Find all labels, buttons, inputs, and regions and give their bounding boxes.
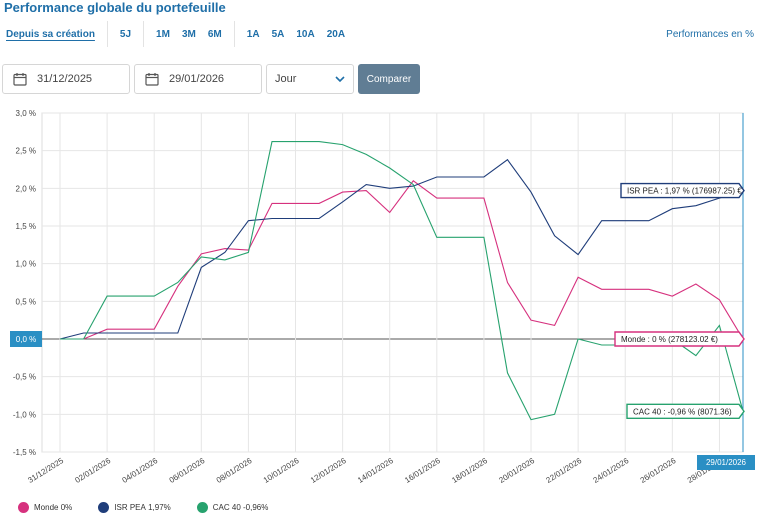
legend-swatch [18, 502, 29, 513]
x-tick-label: 02/01/2026 [73, 456, 112, 485]
x-tick-label: 22/01/2026 [544, 456, 583, 485]
x-tick-label: 31/12/2025 [26, 456, 65, 485]
chart-legend: Monde 0% ISR PEA 1,97% CAC 40 -0,96% [18, 502, 294, 513]
series-line-isr-pea [59, 158, 744, 340]
y-tick-label: 2,0 % [16, 184, 36, 193]
y-tick-label: -0,5 % [13, 373, 36, 382]
y-tick-label: 3,0 % [16, 109, 36, 118]
period-divider [143, 21, 145, 47]
x-tick-label: 18/01/2026 [450, 456, 489, 485]
calendar-icon [13, 73, 27, 86]
x-tick-label: 06/01/2026 [168, 456, 207, 485]
y-tick-label: -1,0 % [13, 410, 36, 419]
period-selector: Depuis sa création 5J 1M 3M 6M 1A 5A 10A… [0, 20, 351, 48]
granularity-value: Jour [275, 73, 297, 85]
period-1m[interactable]: 1M [156, 28, 170, 40]
period-1y[interactable]: 1A [246, 28, 260, 40]
compare-button[interactable]: Comparer [358, 64, 420, 94]
y-tick-label: 0,5 % [16, 297, 36, 306]
end-date-field[interactable]: 29/01/2026 [134, 64, 262, 94]
x-tick-label: 26/01/2026 [639, 456, 678, 485]
plot-frame [41, 112, 744, 453]
tooltip-box [626, 403, 745, 420]
y-tick-label: 1,0 % [16, 260, 36, 269]
period-5y[interactable]: 5A [271, 28, 285, 40]
legend-item-monde[interactable]: Monde 0% [18, 502, 72, 513]
y-tick-label: 1,5 % [16, 222, 36, 231]
x-tick-label: 16/01/2026 [403, 456, 442, 485]
legend-swatch [98, 502, 110, 513]
crosshair-date-label: 29/01/2026 [706, 458, 747, 467]
y-tick-label: -1,5 % [13, 448, 36, 457]
legend-value: 1,97% [148, 503, 171, 512]
legend-label: CAC 40 [212, 503, 241, 512]
start-date-field[interactable]: 31/12/2025 [2, 64, 130, 94]
x-tick-label: 14/01/2026 [356, 456, 395, 485]
chevron-down-icon [335, 75, 345, 82]
period-since-creation[interactable]: Depuis sa création [6, 28, 95, 40]
period-divider [233, 21, 235, 47]
legend-label: ISR PEA [114, 503, 146, 512]
x-tick-label: 08/01/2026 [215, 456, 254, 485]
x-tick-label: 24/01/2026 [592, 456, 631, 485]
zero-badge-label: 0,0 % [16, 335, 36, 344]
period-20y[interactable]: 20A [326, 28, 346, 40]
x-tick-label: 10/01/2026 [262, 456, 301, 485]
performance-chart: 3,0 % 2,5 % 2,0 % 1,5 % 1,0 % 0,5 % -0,5 % -1,0… [10, 109, 755, 485]
legend-swatch [196, 502, 208, 513]
series-line-monde [60, 180, 744, 340]
end-date-value: 29/01/2026 [169, 73, 225, 85]
granularity-select[interactable]: Jour [266, 64, 354, 94]
start-date-value: 31/12/2025 [37, 73, 93, 85]
period-3m[interactable]: 3M [181, 28, 196, 40]
tooltip-box [620, 182, 745, 199]
tooltip-box [614, 331, 745, 347]
period-5d[interactable]: 5J [119, 28, 132, 40]
period-6m[interactable]: 6M [207, 28, 222, 40]
legend-value: -0,96% [243, 503, 269, 512]
period-10y[interactable]: 10A [296, 28, 315, 40]
legend-item-cac40[interactable]: CAC 40 -0,96% [196, 502, 269, 513]
tooltip-label: CAC 40 : -0,96 % (8071.36) [633, 407, 732, 416]
legend-label: Monde [34, 503, 59, 512]
page-title: Performance globale du portefeuille [4, 0, 226, 15]
performance-unit-label: Performances en % [666, 29, 754, 40]
legend-item-isr-pea[interactable]: ISR PEA 1,97% [98, 502, 171, 513]
tooltip-label: Monde : 0 % (278123.02 €) [621, 335, 718, 344]
period-divider [106, 21, 108, 47]
tooltip-label: ISR PEA : 1,97 % (176987.25) € [627, 187, 742, 196]
x-tick-label: 04/01/2026 [121, 456, 160, 485]
y-tick-label: 2,5 % [16, 147, 36, 156]
calendar-icon [145, 73, 159, 86]
x-tick-label: 12/01/2026 [309, 456, 348, 485]
x-tick-label: 20/01/2026 [497, 456, 536, 485]
legend-value: 0% [60, 503, 73, 512]
crosshair-date-badge [697, 455, 755, 470]
zero-badge [10, 331, 42, 347]
